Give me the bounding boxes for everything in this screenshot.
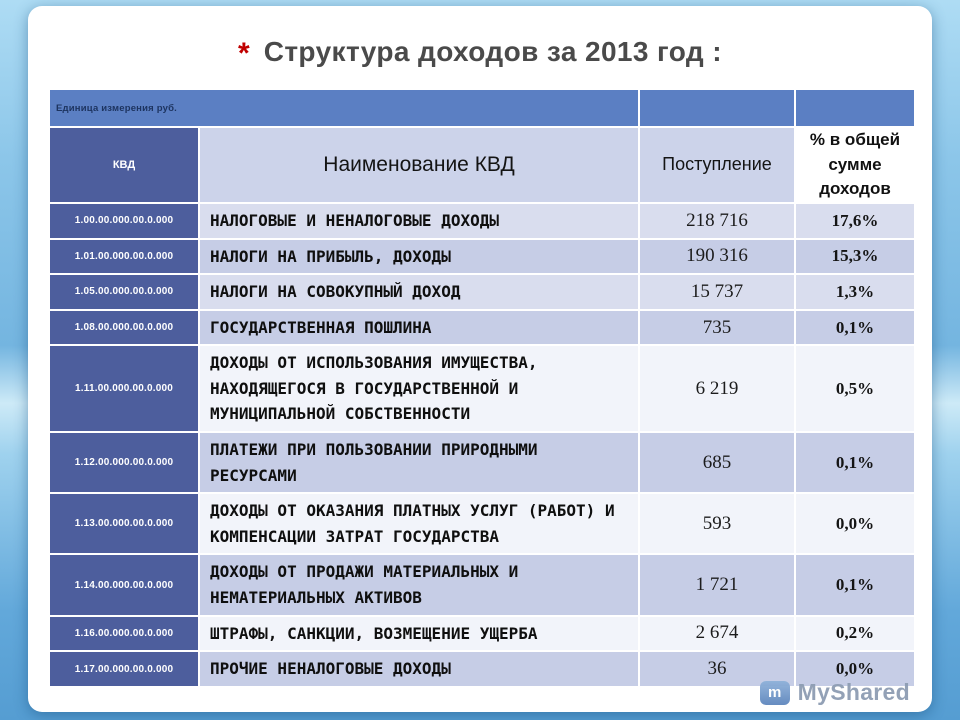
row-income: 15 737	[638, 273, 796, 311]
row-code: 1.12.00.000.00.0.000	[48, 431, 200, 495]
row-income: 685	[638, 431, 796, 495]
row-name: ПРОЧИЕ НЕНАЛОГОВЫЕ ДОХОДЫ	[198, 650, 640, 688]
row-name: НАЛОГИ НА СОВОКУПНЫЙ ДОХОД	[198, 273, 640, 311]
column-header-kvd: КВД	[48, 126, 200, 204]
table-row: 1.16.00.000.00.0.000 ШТРАФЫ, САНКЦИИ, ВОЗ…	[48, 614, 916, 653]
row-percent: 15,3%	[794, 237, 916, 276]
myshared-logo-icon: m	[759, 680, 790, 705]
table-row: 1.14.00.000.00.0.000 ДОХОДЫ ОТ ПРОДАЖИ МА…	[48, 553, 916, 617]
row-code: 1.05.00.000.00.0.000	[48, 273, 200, 311]
row-name: ДОХОДЫ ОТ ПРОДАЖИ МАТЕРИАЛЬНЫХ И НЕМАТЕР…	[198, 553, 640, 617]
row-code: 1.00.00.000.00.0.000	[48, 201, 200, 240]
table-row: 1.12.00.000.00.0.000 ПЛАТЕЖИ ПРИ ПОЛЬЗОВА…	[48, 431, 916, 495]
table-row: 1.08.00.000.00.0.000 ГОСУДАРСТВЕННАЯ ПОШЛ…	[48, 308, 916, 347]
row-percent: 0,1%	[794, 431, 916, 495]
row-name: НАЛОГИ НА ПРИБЫЛЬ, ДОХОДЫ	[198, 237, 640, 276]
unit-row: Единица измерения руб.	[48, 88, 916, 128]
row-code: 1.17.00.000.00.0.000	[48, 650, 200, 688]
table-header-row: КВД Наименование КВД Поступление % в общ…	[48, 126, 916, 204]
row-percent: 0,5%	[794, 344, 916, 434]
row-income: 190 316	[638, 237, 796, 276]
row-percent: 0,0%	[794, 492, 916, 556]
row-code: 1.16.00.000.00.0.000	[48, 614, 200, 653]
row-percent: 0,1%	[794, 553, 916, 617]
unit-of-measure-label: Единица измерения руб.	[48, 88, 640, 128]
column-header-income: Поступление	[638, 126, 796, 204]
row-name: ШТРАФЫ, САНКЦИИ, ВОЗМЕЩЕНИЕ УЩЕРБА	[198, 614, 640, 653]
table-row: 1.11.00.000.00.0.000 ДОХОДЫ ОТ ИСПОЛЬЗОВА…	[48, 344, 916, 434]
row-percent: 0,0%	[794, 650, 916, 688]
row-code: 1.14.00.000.00.0.000	[48, 553, 200, 617]
title-row: * Структура доходов за 2013 год :	[28, 6, 932, 69]
row-percent: 0,2%	[794, 614, 916, 653]
unit-blank-cell	[638, 88, 796, 128]
row-code: 1.08.00.000.00.0.000	[48, 308, 200, 347]
row-code: 1.01.00.000.00.0.000	[48, 237, 200, 276]
row-percent: 0,1%	[794, 308, 916, 347]
table-row: 1.13.00.000.00.0.000 ДОХОДЫ ОТ ОКАЗАНИЯ П…	[48, 492, 916, 556]
presentation-slide: * Структура доходов за 2013 год : Единиц…	[28, 6, 932, 712]
row-income: 6 219	[638, 344, 796, 434]
row-percent: 17,6%	[794, 201, 916, 240]
row-income: 36	[638, 650, 796, 688]
table-row: 1.17.00.000.00.0.000 ПРОЧИЕ НЕНАЛОГОВЫЕ Д…	[48, 650, 916, 688]
row-code: 1.13.00.000.00.0.000	[48, 492, 200, 556]
column-header-name: Наименование КВД	[198, 126, 640, 204]
row-name: ГОСУДАРСТВЕННАЯ ПОШЛИНА	[198, 308, 640, 347]
table-row: 1.05.00.000.00.0.000 НАЛОГИ НА СОВОКУПНЫЙ…	[48, 273, 916, 311]
income-structure-table: Единица измерения руб. КВД Наименование …	[48, 88, 916, 688]
myshared-watermark: m MyShared	[759, 679, 910, 706]
table-row: 1.00.00.000.00.0.000 НАЛОГОВЫЕ И НЕНАЛОГО…	[48, 201, 916, 240]
unit-blank-cell	[794, 88, 916, 128]
row-name: ДОХОДЫ ОТ ИСПОЛЬЗОВАНИЯ ИМУЩЕСТВА, НАХОД…	[198, 344, 640, 434]
row-income: 2 674	[638, 614, 796, 653]
row-income: 593	[638, 492, 796, 556]
myshared-logo-text: MyShared	[797, 679, 910, 705]
column-header-percent: % в общей сумме доходов	[794, 126, 916, 204]
title-asterisk-bullet: *	[238, 37, 250, 70]
table-row: 1.01.00.000.00.0.000 НАЛОГИ НА ПРИБЫЛЬ, Д…	[48, 237, 916, 276]
slide-title: Структура доходов за 2013 год :	[263, 36, 722, 67]
row-name: ПЛАТЕЖИ ПРИ ПОЛЬЗОВАНИИ ПРИРОДНЫМИ РЕСУР…	[198, 431, 640, 495]
row-income: 735	[638, 308, 796, 347]
row-code: 1.11.00.000.00.0.000	[48, 344, 200, 434]
row-name: ДОХОДЫ ОТ ОКАЗАНИЯ ПЛАТНЫХ УСЛУГ (РАБОТ)…	[198, 492, 640, 556]
row-percent: 1,3%	[794, 273, 916, 311]
row-name: НАЛОГОВЫЕ И НЕНАЛОГОВЫЕ ДОХОДЫ	[198, 201, 640, 240]
row-income: 1 721	[638, 553, 796, 617]
row-income: 218 716	[638, 201, 796, 240]
